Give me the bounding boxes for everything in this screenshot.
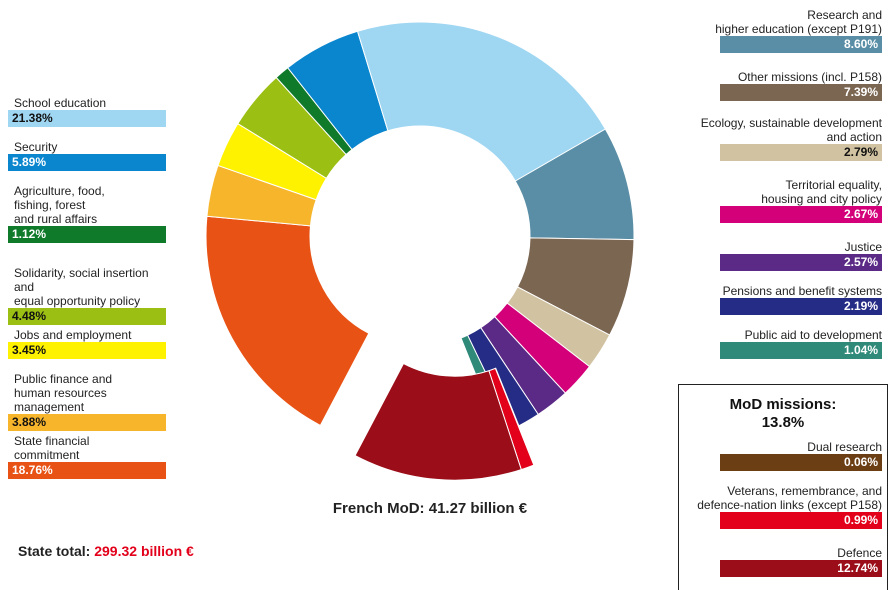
mod-missions-box — [678, 384, 888, 590]
legend-item: Justice 2.57% — [662, 240, 882, 271]
legend-item: Public aid to development 1.04% — [662, 328, 882, 359]
legend-item: Other missions (incl. P158) 7.39% — [662, 70, 882, 101]
legend-value: 5.89% — [8, 154, 166, 171]
legend-value: 0.06% — [720, 454, 882, 471]
legend-value: 8.60% — [720, 36, 882, 53]
legend-value: 18.76% — [8, 462, 166, 479]
legend-value: 3.45% — [8, 342, 166, 359]
legend-value: 21.38% — [8, 110, 166, 127]
legend-value: 2.79% — [720, 144, 882, 161]
donut-slice — [356, 21, 607, 182]
legend-item: Defence 12.74% — [662, 546, 882, 577]
legend-value: 1.04% — [720, 342, 882, 359]
legend-item: Agriculture, food, fishing, forest and r… — [8, 184, 168, 243]
legend-label: Agriculture, food, fishing, forest and r… — [14, 184, 105, 226]
legend-label: Defence — [837, 546, 882, 560]
legend-label: Other missions (incl. P158) — [737, 70, 882, 84]
legend-item: Veterans, remembrance, and defence-natio… — [662, 484, 882, 529]
mod-missions-percent: 13.8% — [761, 414, 805, 431]
legend-label: Research and higher education (except P1… — [715, 8, 882, 36]
legend-label: Jobs and employment — [14, 328, 132, 342]
legend-value: 4.48% — [8, 308, 166, 325]
legend-value: 0.99% — [720, 512, 882, 529]
legend-value: 2.57% — [720, 254, 882, 271]
legend-item: State financial commitment 18.76% — [8, 434, 168, 479]
mod-total-label: French MoD: 41.27 billion € — [332, 500, 528, 517]
legend-label: Veterans, remembrance, and defence-natio… — [697, 484, 882, 512]
legend-label: Dual research — [807, 440, 882, 454]
state-total-label: State total: — [18, 543, 91, 559]
legend-label: Security — [14, 140, 58, 154]
legend-label: Territorial equality, housing and city p… — [761, 178, 882, 206]
mod-missions-title: MoD missions: 13.8% — [678, 396, 888, 432]
legend-value: 7.39% — [720, 84, 882, 101]
legend-item: Public finance and human resources manag… — [8, 372, 168, 431]
legend-value: 1.12% — [8, 226, 166, 243]
legend-item: School education 21.38% — [8, 96, 168, 127]
legend-item: Dual research 0.06% — [662, 440, 882, 471]
state-total-value: 299.32 billion € — [94, 543, 194, 559]
legend-item: Jobs and employment 3.45% — [8, 328, 168, 359]
legend-item: Security 5.89% — [8, 140, 168, 171]
legend-label: Ecology, sustainable development and act… — [700, 116, 882, 144]
legend-item: Ecology, sustainable development and act… — [662, 116, 882, 161]
legend-label: Public aid to development — [744, 328, 882, 342]
legend-label: Public finance and human resources manag… — [14, 372, 113, 414]
legend-label: Justice — [844, 240, 882, 254]
state-total: State total: 299.32 billion € — [18, 543, 194, 559]
legend-item: Pensions and benefit systems 2.19% — [662, 284, 882, 315]
legend-item: Solidarity, social insertion and equal o… — [8, 266, 168, 325]
legend-item: Territorial equality, housing and city p… — [662, 178, 882, 223]
legend-label: Pensions and benefit systems — [722, 284, 882, 298]
legend-label: Solidarity, social insertion and equal o… — [14, 266, 149, 308]
legend-label: School education — [14, 96, 107, 110]
legend-item: Research and higher education (except P1… — [662, 8, 882, 53]
legend-value: 2.19% — [720, 298, 882, 315]
mod-missions-heading: MoD missions: — [729, 396, 837, 413]
legend-value: 12.74% — [720, 560, 882, 577]
donut-slice — [354, 362, 522, 481]
legend-label: State financial commitment — [14, 434, 90, 462]
legend-value: 3.88% — [8, 414, 166, 431]
legend-value: 2.67% — [720, 206, 882, 223]
donut-slice — [205, 215, 370, 427]
